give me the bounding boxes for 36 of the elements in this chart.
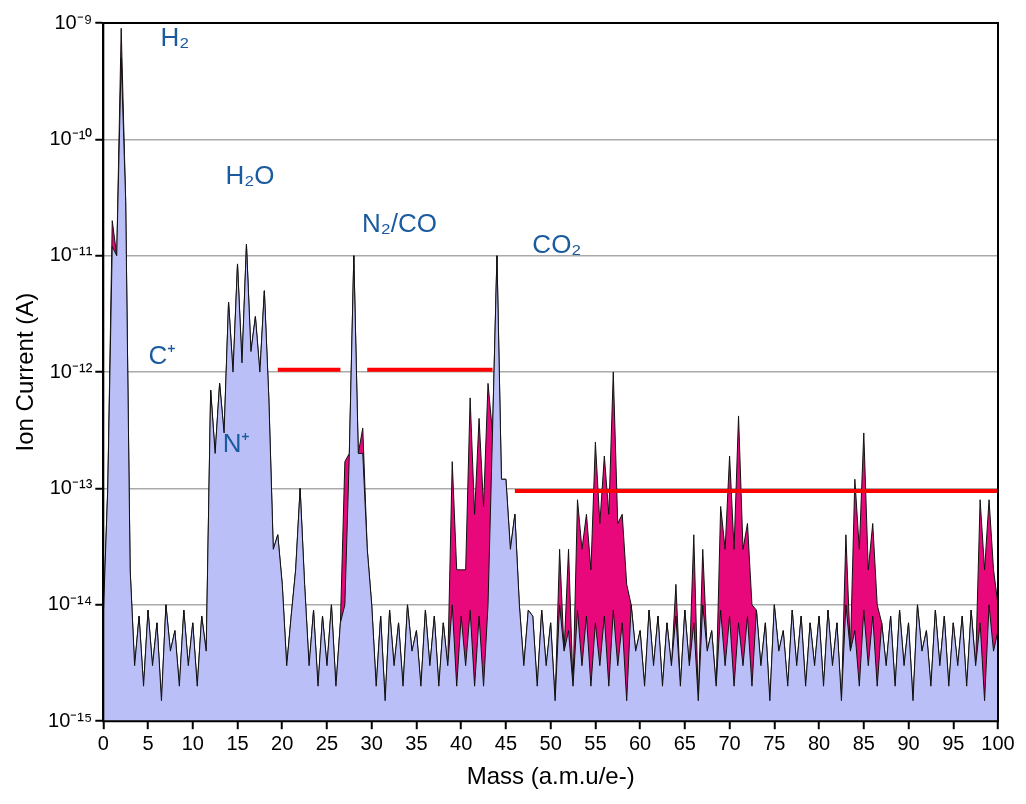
y-tick-label: 10⁻¹¹ [49, 243, 93, 266]
x-tick-label: 95 [942, 731, 965, 754]
x-axis-title: Mass (a.m.u/e-) [466, 762, 635, 790]
y-axis-title: Ion Current (A) [11, 292, 39, 452]
annotation: H₂O [225, 160, 275, 191]
x-tick-label: 5 [142, 731, 154, 754]
annotation: CO₂ [532, 228, 582, 259]
y-tick-label: 10⁻¹² [49, 359, 93, 382]
x-tick-label: 85 [852, 731, 875, 754]
x-tick-label: 100 [981, 731, 1015, 754]
x-tick-label: 30 [360, 731, 383, 754]
x-tick-label: 45 [494, 731, 518, 754]
x-tick-label: 35 [405, 731, 428, 754]
y-tick-label: 10⁻¹⁵ [48, 708, 93, 731]
x-tick-label: 70 [718, 731, 741, 754]
annotation: N₂/CO [361, 207, 437, 238]
x-tick-label: 50 [539, 731, 562, 754]
x-tick-label: 55 [584, 731, 607, 754]
y-tick-label: 10⁻¹⁴ [47, 592, 93, 615]
x-tick-label: 80 [807, 731, 831, 754]
x-tick-label: 40 [450, 731, 473, 754]
x-tick-label: 10 [181, 731, 204, 754]
annotation: N⁺ [222, 427, 251, 458]
y-tick-label: 10⁻⁹ [54, 10, 93, 33]
y-tick-label: 10⁻¹⁰ [49, 126, 93, 149]
x-tick-label: 15 [226, 731, 249, 754]
x-tick-label: 25 [315, 731, 339, 754]
annotation: C⁺ [148, 339, 177, 370]
annotation: H₂ [160, 21, 190, 52]
x-tick-label: 20 [271, 731, 294, 754]
x-tick-label: 0 [97, 731, 109, 754]
x-tick-label: 65 [673, 731, 696, 754]
x-tick-label: 90 [897, 731, 920, 754]
x-tick-label: 75 [763, 731, 786, 754]
x-tick-label: 60 [628, 731, 652, 754]
y-tick-label: 10⁻¹³ [49, 475, 93, 498]
